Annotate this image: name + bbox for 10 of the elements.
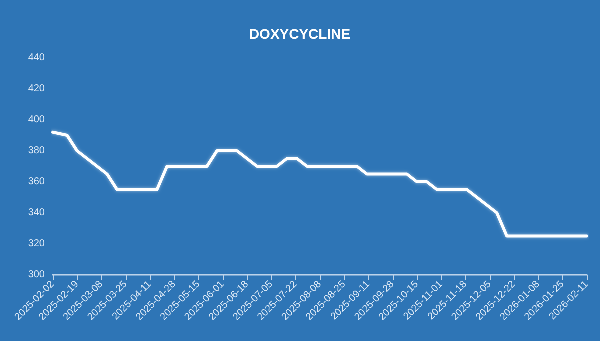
- y-tick-label: 360: [28, 176, 46, 188]
- y-tick-label: 300: [28, 270, 46, 280]
- y-tick-label: 420: [28, 84, 46, 94]
- y-tick-label: 320: [28, 238, 46, 250]
- y-tick-label: 400: [28, 114, 46, 126]
- y-tick-label: 440: [28, 52, 46, 64]
- chart-title: DOXYCYCLINE: [249, 26, 351, 42]
- line-series: [52, 130, 588, 238]
- y-tick-label: 340: [28, 208, 46, 218]
- y-tick-label: 380: [28, 146, 46, 156]
